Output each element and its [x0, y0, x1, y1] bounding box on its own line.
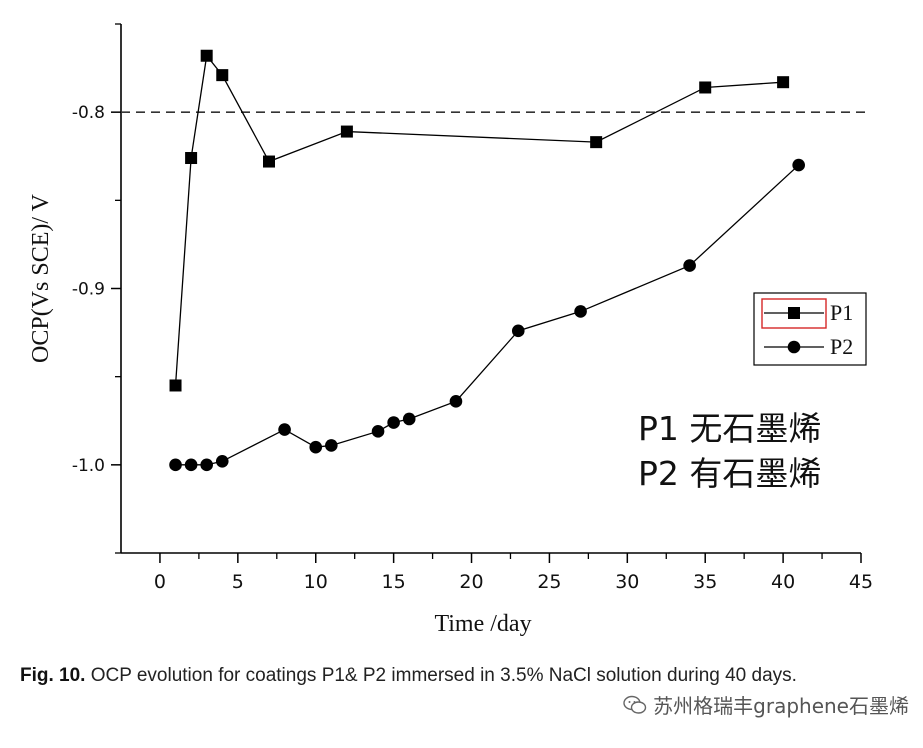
data-point-p2 [402, 412, 416, 426]
x-tick-label: 10 [304, 571, 328, 593]
y-tick-label: -1.0 [72, 456, 105, 476]
data-point-p1 [200, 49, 213, 62]
caption-text: OCP evolution for coatings P1& P2 immers… [90, 665, 797, 686]
data-point-p2 [325, 439, 338, 452]
ocp-chart: 0 5 10 15 20 25 30 35 40 45 -1.0 -0.9 -0.8 Time /day O… [28, 23, 873, 637]
x-tick-label: 40 [771, 571, 795, 593]
data-point-p2 [200, 458, 213, 472]
data-point-p2 [371, 425, 385, 438]
y-tick-label: -0.9 [72, 280, 105, 300]
legend-label-p1: P1 [830, 300, 853, 325]
series-line-p1 [174, 54, 784, 386]
data-point-p2 [683, 259, 696, 272]
x-tick-label: 30 [615, 571, 639, 593]
x-tick-label: 15 [382, 571, 406, 593]
legend-marker-p1 [788, 307, 800, 319]
figure-caption: Fig. 10. OCP evolution for coatings P1& … [20, 662, 900, 690]
data-point-p1 [263, 155, 275, 168]
data-point-p2 [574, 305, 587, 318]
legend-box [753, 292, 867, 366]
data-point-p2 [387, 416, 400, 429]
x-axis-label: Time /day [434, 611, 531, 637]
chart-annotations: P1 无石墨烯 P2 有石墨烯 [638, 409, 821, 493]
data-point-p1 [169, 379, 182, 392]
data-point-p1 [777, 76, 790, 89]
data-point-p2 [309, 440, 323, 454]
data-point-p2 [215, 455, 229, 468]
caption-label: Fig. 10. [20, 665, 86, 686]
x-tick-label: 0 [154, 571, 166, 593]
data-point-p2 [449, 395, 463, 408]
data-point-p2 [184, 458, 198, 472]
x-tick-label: 5 [232, 571, 244, 593]
legend-highlight-box [761, 298, 827, 329]
data-point-p1 [216, 69, 229, 82]
x-tick-label: 20 [459, 571, 483, 593]
data-point-p2 [511, 324, 525, 338]
legend-label-p2: P2 [830, 334, 853, 359]
annotation-1: P1 无石墨烯 [638, 409, 821, 448]
chart-plot-area [121, 49, 871, 472]
x-tick-label: 45 [849, 571, 873, 593]
data-point-p1 [340, 125, 353, 138]
legend-marker-p2 [787, 340, 801, 354]
chart-axes: 0 5 10 15 20 25 30 35 40 45 -1.0 -0.9 -0.8 Time /day O… [28, 23, 873, 637]
watermark: 苏州格瑞丰graphene石墨烯 [623, 690, 909, 719]
annotation-2: P2 有石墨烯 [638, 454, 821, 493]
data-point-p2 [169, 458, 182, 472]
data-point-p1 [185, 152, 198, 165]
data-point-p2 [792, 158, 805, 172]
x-tick-label: 25 [537, 571, 561, 593]
watermark-text: 苏州格瑞丰graphene石墨烯 [653, 694, 909, 718]
y-axis-label: OCP(Vs SCE)/ V [28, 193, 54, 363]
y-tick-label: -0.8 [72, 103, 105, 123]
data-point-p2 [278, 423, 291, 436]
x-tick-label: 35 [693, 571, 717, 593]
data-point-p1 [590, 136, 603, 149]
data-point-p1 [699, 81, 712, 94]
wechat-icon [623, 695, 647, 714]
